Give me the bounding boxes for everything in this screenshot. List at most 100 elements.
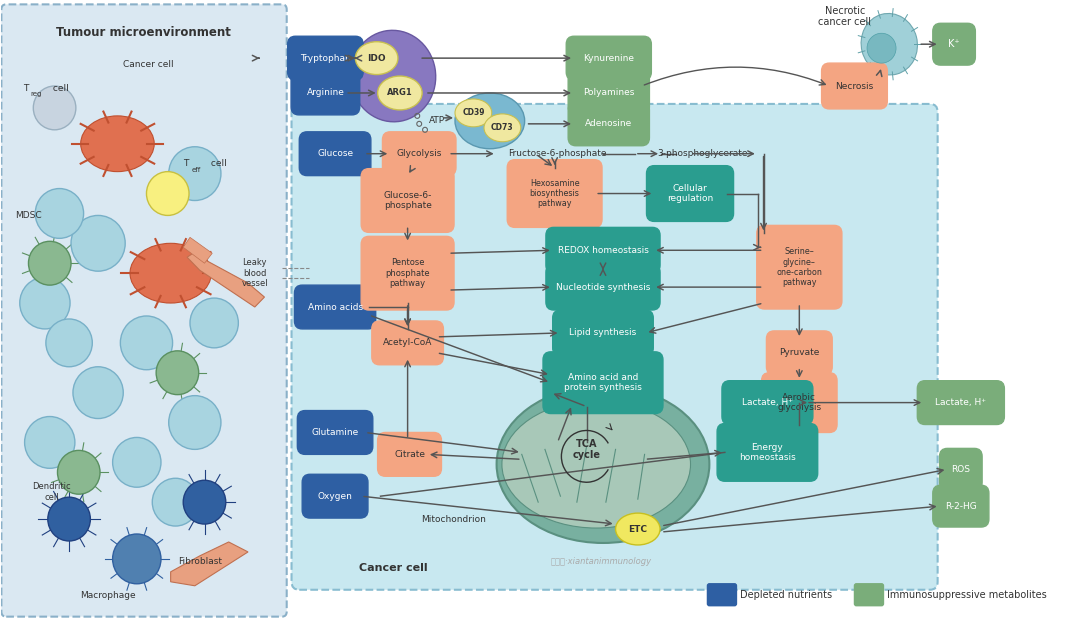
FancyBboxPatch shape <box>372 321 444 365</box>
Text: ETC: ETC <box>629 524 647 534</box>
Text: CD73: CD73 <box>491 123 514 132</box>
Text: TCA
cycle: TCA cycle <box>572 439 600 460</box>
Circle shape <box>112 438 161 488</box>
FancyBboxPatch shape <box>543 352 663 414</box>
Text: Hexosamine
biosynthesis
pathway: Hexosamine biosynthesis pathway <box>529 179 580 208</box>
Text: Energy
homeostasis: Energy homeostasis <box>739 442 796 462</box>
Text: K⁺: K⁺ <box>948 39 960 49</box>
Circle shape <box>73 367 123 419</box>
Ellipse shape <box>867 33 896 63</box>
Text: cell: cell <box>50 84 68 92</box>
Text: Lipid synthesis: Lipid synthesis <box>569 328 636 338</box>
Text: MDSC: MDSC <box>15 211 42 220</box>
Ellipse shape <box>502 401 690 528</box>
Circle shape <box>168 396 221 449</box>
Text: Acetyl-CoA: Acetyl-CoA <box>383 338 432 348</box>
Text: Citrate: Citrate <box>394 450 426 459</box>
FancyBboxPatch shape <box>302 474 368 518</box>
Circle shape <box>168 147 221 201</box>
FancyBboxPatch shape <box>361 236 454 310</box>
Text: Amino acids: Amino acids <box>308 302 363 311</box>
FancyBboxPatch shape <box>707 584 737 606</box>
Text: ATP: ATP <box>429 116 445 126</box>
Text: Glycolysis: Glycolysis <box>396 149 442 158</box>
Text: eff: eff <box>192 167 201 172</box>
Text: Macrophage: Macrophage <box>80 591 136 600</box>
FancyBboxPatch shape <box>933 485 989 527</box>
Text: Cancer cell: Cancer cell <box>359 563 428 573</box>
Text: Oxygen: Oxygen <box>318 492 352 501</box>
FancyBboxPatch shape <box>717 424 818 481</box>
FancyBboxPatch shape <box>822 63 888 109</box>
Circle shape <box>112 534 161 584</box>
FancyBboxPatch shape <box>761 372 837 432</box>
FancyBboxPatch shape <box>854 584 883 606</box>
FancyBboxPatch shape <box>295 285 376 329</box>
Text: Necrosis: Necrosis <box>835 81 874 91</box>
Text: cell: cell <box>208 159 227 168</box>
FancyBboxPatch shape <box>647 166 733 221</box>
Text: Kynurenine: Kynurenine <box>583 54 634 62</box>
Ellipse shape <box>455 93 525 149</box>
Text: Mitochondrion: Mitochondrion <box>421 514 486 524</box>
FancyBboxPatch shape <box>297 411 373 454</box>
Text: Glucose: Glucose <box>318 149 353 158</box>
Text: ARG1: ARG1 <box>387 89 413 98</box>
Text: Pyruvate: Pyruvate <box>779 348 820 358</box>
FancyBboxPatch shape <box>566 36 651 80</box>
FancyBboxPatch shape <box>382 132 456 176</box>
FancyBboxPatch shape <box>292 71 360 115</box>
Polygon shape <box>184 238 213 263</box>
Text: 3-phosphoglycerate: 3-phosphoglycerate <box>658 149 747 158</box>
Text: Depleted nutrients: Depleted nutrients <box>740 590 833 600</box>
Circle shape <box>48 497 91 541</box>
FancyBboxPatch shape <box>917 381 1004 424</box>
Circle shape <box>120 316 173 370</box>
Text: REDOX homeostasis: REDOX homeostasis <box>557 246 648 255</box>
Ellipse shape <box>484 114 521 142</box>
Text: Tumour microenvironment: Tumour microenvironment <box>56 26 231 39</box>
Circle shape <box>25 416 75 468</box>
Ellipse shape <box>455 99 491 127</box>
Ellipse shape <box>378 76 422 110</box>
Ellipse shape <box>497 386 710 543</box>
Text: Pentose
phosphate
pathway: Pentose phosphate pathway <box>386 258 430 288</box>
Ellipse shape <box>130 243 212 303</box>
Text: Necrotic
cancer cell: Necrotic cancer cell <box>819 6 872 27</box>
Text: Glucose-6-
phosphate: Glucose-6- phosphate <box>383 191 432 210</box>
Circle shape <box>71 216 125 271</box>
Circle shape <box>152 478 199 526</box>
FancyBboxPatch shape <box>508 159 602 228</box>
Text: T: T <box>184 159 189 168</box>
Text: Cancer cell: Cancer cell <box>123 59 174 69</box>
Text: Polyamines: Polyamines <box>583 89 634 98</box>
Text: Nucleotide synthesis: Nucleotide synthesis <box>556 282 650 292</box>
Circle shape <box>157 351 199 394</box>
Text: Immunosuppressive metabolites: Immunosuppressive metabolites <box>888 590 1048 600</box>
Text: Glutamine: Glutamine <box>311 428 359 437</box>
FancyBboxPatch shape <box>292 104 937 590</box>
Text: Fructose-6-phosphate: Fructose-6-phosphate <box>509 149 607 158</box>
Text: Fibroblast: Fibroblast <box>178 558 221 566</box>
Circle shape <box>28 241 71 285</box>
FancyBboxPatch shape <box>721 381 813 424</box>
Circle shape <box>33 86 76 130</box>
Text: Cellular
regulation: Cellular regulation <box>667 184 713 203</box>
FancyBboxPatch shape <box>361 169 454 232</box>
Text: Amino acid and
protein synthesis: Amino acid and protein synthesis <box>564 373 642 392</box>
Ellipse shape <box>81 116 154 172</box>
Circle shape <box>45 319 92 367</box>
Text: Arginine: Arginine <box>307 89 345 98</box>
FancyBboxPatch shape <box>378 432 442 476</box>
Ellipse shape <box>861 14 917 75</box>
FancyBboxPatch shape <box>1 4 286 617</box>
Text: CD39: CD39 <box>462 108 485 118</box>
FancyBboxPatch shape <box>299 132 370 176</box>
FancyBboxPatch shape <box>568 102 649 146</box>
Polygon shape <box>171 542 248 586</box>
Text: Serine–
glycine–
one-carbon
pathway: Serine– glycine– one-carbon pathway <box>777 247 822 288</box>
Text: IDO: IDO <box>367 54 386 62</box>
Ellipse shape <box>351 31 435 122</box>
FancyBboxPatch shape <box>933 23 975 65</box>
Text: ROS: ROS <box>951 465 970 474</box>
